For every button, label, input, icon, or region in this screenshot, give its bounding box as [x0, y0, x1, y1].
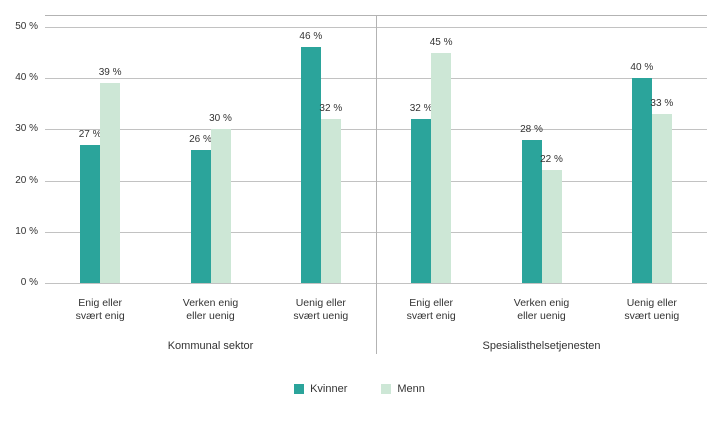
bar-kvinner [80, 144, 101, 283]
bar-menn [651, 114, 672, 283]
category-label: Uenig eller svært uenig [624, 297, 680, 322]
y-axis-tick-label: 0 % [20, 277, 38, 288]
bar-kvinner [631, 78, 652, 283]
legend-item-kvinner: Kvinner [294, 383, 347, 395]
category-label: Verken enig eller uenig [182, 297, 239, 322]
bar-kvinner [190, 149, 211, 283]
legend-label: Menn [397, 383, 425, 395]
legend-item-menn: Menn [381, 383, 425, 395]
value-label: 30 % [209, 113, 232, 125]
legend: Kvinner Menn [0, 383, 719, 395]
bar-menn [541, 170, 562, 283]
bar-menn [431, 52, 452, 283]
category-label: Verken enig eller uenig [513, 297, 570, 322]
legend-label: Kvinner [310, 383, 348, 395]
y-axis-tick-label: 10 % [15, 225, 38, 237]
sector-label: Kommunal sektor [167, 340, 254, 352]
bar-kvinner [411, 119, 432, 283]
sector-label: Spesialisthelsetjenesten [482, 340, 601, 352]
category-label: Enig eller svært enig [75, 297, 125, 322]
bar-menn [100, 83, 121, 283]
legend-swatch-kvinner [294, 384, 305, 394]
value-label: 26 % [189, 133, 212, 145]
value-label: 32 % [319, 103, 343, 115]
category-label: Uenig eller svært uenig [293, 297, 349, 322]
bar-kvinner [300, 47, 321, 283]
bar-menn [210, 129, 231, 283]
y-axis-tick-label: 20 % [15, 174, 38, 186]
value-label: 46 % [299, 31, 323, 43]
value-label: 22 % [540, 154, 563, 166]
bar-kvinner [521, 139, 542, 283]
value-label: 39 % [98, 67, 122, 79]
value-label: 27 % [78, 128, 102, 140]
y-axis-tick-label: 30 % [15, 123, 38, 135]
y-axis-tick-label: 50 % [15, 21, 38, 32]
y-axis-tick-label: 40 % [15, 72, 38, 84]
sector-divider [376, 15, 377, 354]
category-label: Enig eller svært enig [406, 297, 456, 322]
legend-swatch-menn [381, 384, 392, 394]
value-label: 45 % [429, 36, 453, 48]
value-label: 28 % [520, 123, 543, 135]
value-label: 33 % [650, 98, 674, 110]
bar-menn [320, 119, 341, 283]
value-label: 32 % [409, 103, 433, 115]
value-label: 40 % [630, 62, 654, 74]
